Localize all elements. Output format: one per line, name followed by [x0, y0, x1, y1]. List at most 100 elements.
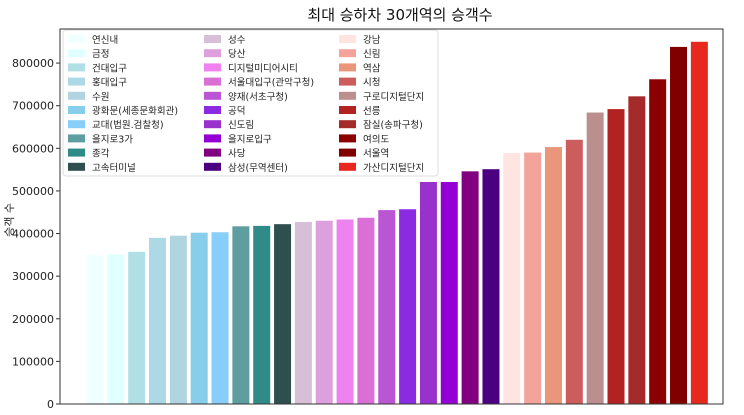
- legend-label: 수원: [92, 92, 109, 103]
- bar-19: [461, 171, 479, 404]
- y-tick-label: 200000: [12, 313, 54, 326]
- bar-22: [524, 152, 542, 404]
- bar-16: [399, 209, 417, 404]
- bar-1: [86, 255, 104, 404]
- legend-swatch: [339, 77, 356, 86]
- bar-11: [294, 222, 312, 404]
- legend-swatch: [339, 162, 356, 171]
- bar-5: [169, 235, 187, 404]
- bar-7: [211, 232, 229, 404]
- y-axis: 0 100000 200000 300000 400000 500000 600000 700…: [12, 57, 60, 411]
- legend-label: 사당: [228, 149, 246, 160]
- legend-label: 서울대입구(관악구청): [228, 77, 314, 89]
- legend-label: 양재(서초구청): [228, 92, 288, 103]
- legend-swatch: [204, 148, 221, 157]
- legend-label: 신도림: [228, 119, 254, 131]
- legend-swatch: [68, 63, 85, 72]
- bar-14: [357, 217, 375, 404]
- bar-12: [315, 220, 333, 404]
- legend-label: 금정: [92, 49, 109, 60]
- legend-swatch: [204, 35, 221, 43]
- legend-label: 성수: [228, 35, 246, 46]
- legend-label: 서울역: [363, 149, 389, 160]
- y-tick-label: 800000: [12, 57, 54, 70]
- bar-21: [503, 153, 521, 404]
- legend-swatch: [204, 49, 221, 58]
- bar-3: [128, 251, 146, 404]
- y-tick-label: 600000: [12, 142, 54, 155]
- legend-swatch: [68, 162, 85, 171]
- legend-swatch: [204, 134, 221, 143]
- legend-label: 공덕: [228, 106, 245, 117]
- legend-label: 종각: [92, 148, 110, 160]
- legend-swatch: [204, 63, 221, 72]
- legend-swatch: [68, 120, 85, 129]
- bar-30: [690, 41, 708, 405]
- bar-17: [419, 181, 437, 404]
- legend-label: 신림: [363, 48, 380, 60]
- y-tick-label: 400000: [12, 228, 54, 241]
- bar-15: [378, 210, 396, 404]
- bar-13: [336, 219, 354, 404]
- legend-label: 홍대입구: [92, 77, 127, 89]
- legend-swatch: [204, 77, 221, 86]
- bar-28: [649, 79, 667, 404]
- chart-title: 최대 승하차 30개역의 승객수: [307, 6, 492, 24]
- legend-label: 역삼: [363, 63, 381, 74]
- legend-label: 강남: [363, 35, 381, 46]
- legend-label: 잠실(송파구청): [363, 120, 423, 131]
- legend-label: 선릉: [363, 106, 381, 117]
- legend-label: 가산디지털단지: [363, 162, 424, 174]
- legend-swatch: [68, 35, 85, 43]
- legend-label: 여의도: [363, 133, 389, 145]
- legend-swatch: [204, 120, 221, 129]
- legend-swatch: [68, 106, 85, 114]
- bar-26: [607, 109, 625, 404]
- bar-29: [670, 46, 688, 404]
- bar-23: [544, 147, 562, 404]
- bar-24: [565, 139, 583, 404]
- y-tick-label: 500000: [12, 185, 54, 198]
- bars-layer: [86, 41, 708, 405]
- legend-label: 건대입구: [92, 62, 127, 74]
- legend-swatch: [339, 91, 356, 100]
- bar-10: [274, 224, 292, 404]
- bar-9: [253, 225, 271, 404]
- bar-4: [149, 237, 167, 404]
- legend-swatch: [204, 162, 221, 171]
- legend-swatch: [339, 106, 356, 114]
- legend-swatch: [204, 91, 221, 100]
- legend-swatch: [68, 134, 85, 143]
- legend-swatch: [68, 91, 85, 100]
- bar-8: [232, 226, 250, 404]
- legend-swatch: [339, 134, 356, 143]
- legend-label: 교대(법원.검찰청): [92, 119, 164, 131]
- legend-label: 광화문(세종문화회관): [92, 105, 178, 117]
- bar-18: [440, 181, 458, 404]
- legend-swatch: [68, 77, 85, 86]
- bar-25: [586, 112, 604, 404]
- legend-swatch: [204, 106, 221, 114]
- legend-swatch: [68, 49, 85, 58]
- bar-2: [107, 254, 125, 404]
- legend-swatch: [339, 49, 356, 58]
- legend-label: 구로디지털단지: [363, 91, 424, 103]
- bar-20: [482, 169, 500, 404]
- bar-6: [190, 232, 208, 404]
- y-tick-label: 100000: [12, 355, 54, 368]
- bar-27: [628, 96, 646, 405]
- y-tick-label: 700000: [12, 100, 54, 113]
- legend-swatch: [68, 148, 85, 157]
- y-tick-label: 0: [47, 398, 54, 411]
- legend-label: 고속터미널: [92, 163, 136, 174]
- legend-label: 삼성(무역센터): [228, 163, 288, 174]
- legend-label: 을지로입구: [228, 133, 272, 145]
- legend-label: 디지털미디어시티: [228, 62, 298, 74]
- legend-swatch: [339, 148, 356, 157]
- legend-label: 을지로3가: [92, 134, 133, 145]
- y-tick-label: 300000: [12, 270, 54, 283]
- plot-frame: [59, 28, 724, 405]
- legend-label: 연신내: [92, 35, 118, 46]
